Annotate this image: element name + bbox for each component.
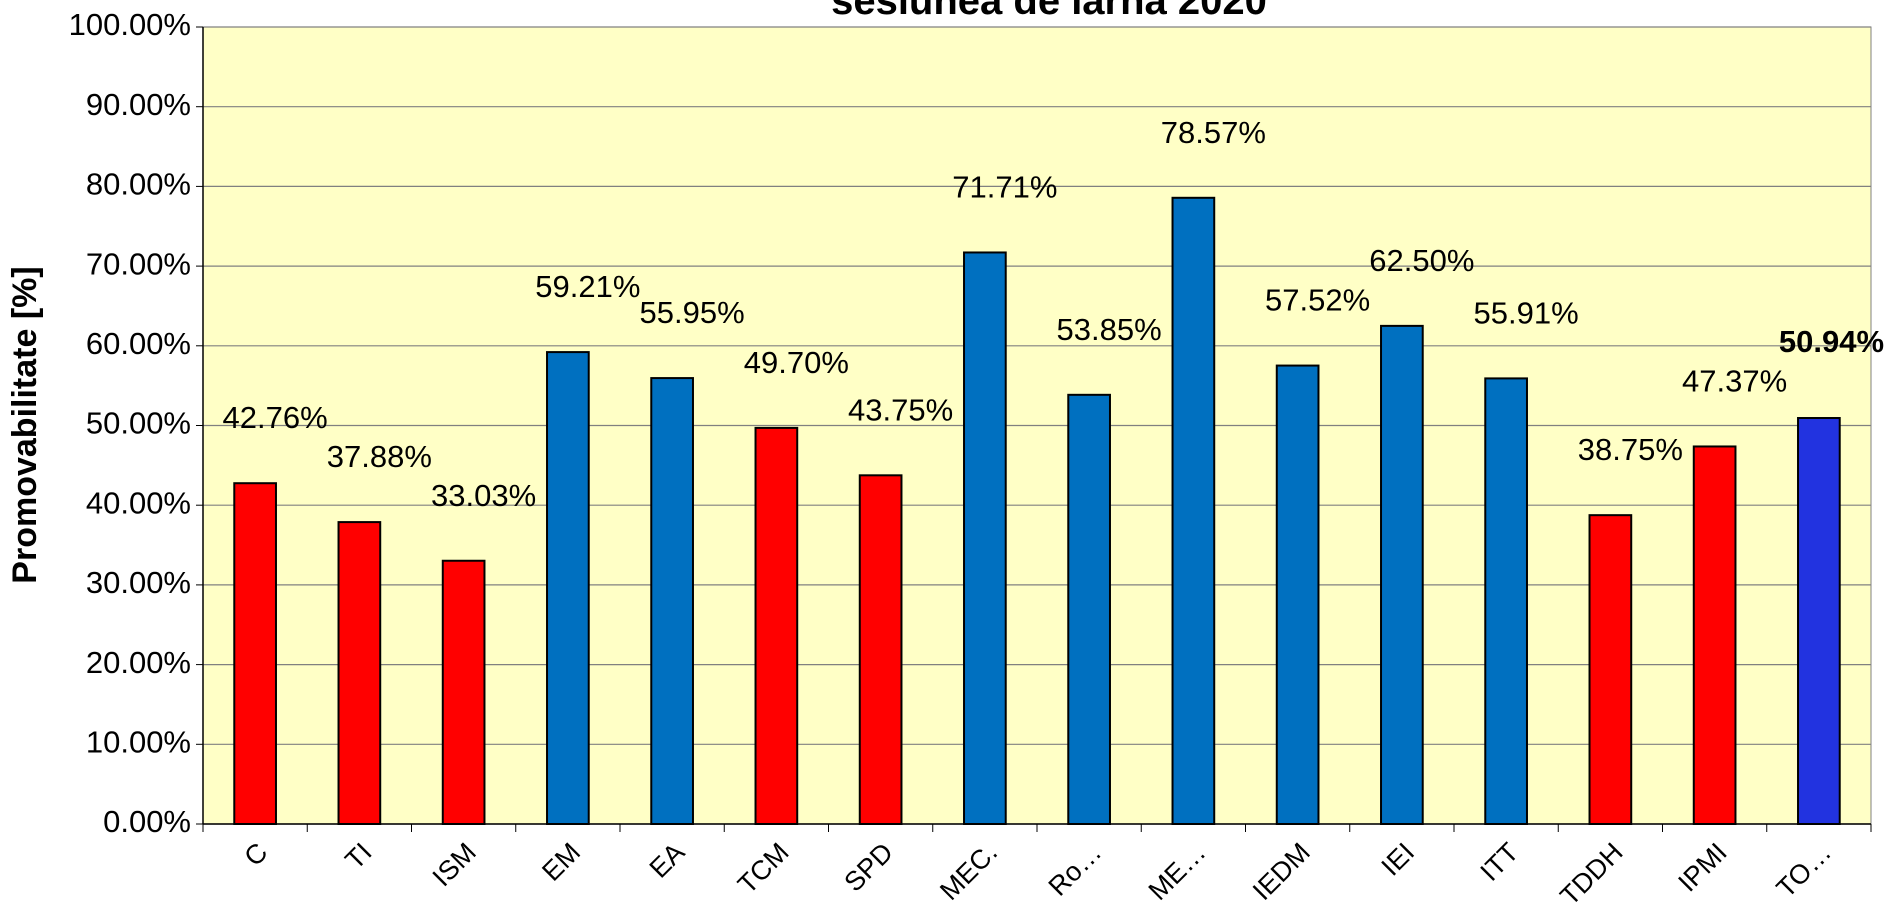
y-tick-label: 50.00% — [86, 406, 191, 441]
value-label: 42.76% — [223, 400, 328, 435]
x-tick-label: IEDM — [1247, 837, 1316, 906]
value-label: 38.75% — [1578, 432, 1683, 467]
bar — [441, 559, 486, 826]
y-axis-label: Promovabilitate [%] — [6, 266, 44, 583]
bar — [754, 426, 799, 825]
x-tick-label: MEC. — [934, 837, 1003, 906]
value-label: 50.94% — [1779, 324, 1884, 359]
y-tick-label: 0.00% — [103, 804, 191, 839]
y-tick-label: 20.00% — [86, 645, 191, 680]
bar — [650, 377, 694, 825]
x-tick-label: IEI — [1376, 837, 1421, 882]
x-tick-label: TO… — [1771, 837, 1837, 903]
bar — [1484, 377, 1528, 825]
x-tick-label: EM — [536, 837, 586, 887]
x-tick-label: C — [238, 837, 273, 872]
value-label: 59.21% — [535, 269, 640, 304]
bar — [337, 521, 382, 825]
bar — [233, 482, 277, 825]
y-tick-label: 80.00% — [86, 167, 191, 202]
x-tick-label: TCM — [732, 837, 795, 900]
x-tick-label: IPMI — [1672, 837, 1732, 897]
value-label: 62.50% — [1369, 243, 1474, 278]
value-label: 53.85% — [1057, 312, 1162, 347]
x-tick-label: SPD — [838, 837, 898, 897]
chart-title: sesiunea de iarna 2020 — [831, 0, 1267, 23]
bar — [1588, 514, 1633, 825]
x-tick-label: EA — [644, 837, 691, 884]
bar — [1692, 445, 1737, 825]
value-label: 55.95% — [640, 295, 745, 330]
value-label: 43.75% — [848, 392, 953, 427]
bar — [1067, 393, 1111, 825]
y-tick-label: 90.00% — [86, 87, 191, 122]
bar — [1171, 196, 1216, 825]
value-label: 49.70% — [744, 345, 849, 380]
value-label: 37.88% — [327, 439, 432, 474]
x-tick-label: TI — [339, 837, 377, 875]
y-tick-label: 70.00% — [86, 246, 191, 281]
x-tick-label: Ro… — [1043, 837, 1108, 902]
bar — [546, 351, 590, 825]
value-label: 71.71% — [952, 169, 1057, 204]
y-tick-label: 30.00% — [86, 565, 191, 600]
bar — [963, 251, 1007, 825]
y-tick-label: 100.00% — [69, 7, 191, 42]
bar — [1797, 417, 1841, 825]
bar — [858, 474, 903, 825]
value-label: 78.57% — [1161, 115, 1266, 150]
x-tick-label: ME… — [1143, 837, 1212, 906]
value-label: 47.37% — [1682, 363, 1787, 398]
bar — [1380, 324, 1424, 825]
value-label: 55.91% — [1474, 295, 1579, 330]
x-tick-label: TDDH — [1554, 837, 1628, 911]
y-tick-label: 60.00% — [86, 326, 191, 361]
y-tick-label: 40.00% — [86, 485, 191, 520]
bar — [1275, 364, 1320, 825]
x-tick-label: ITT — [1475, 837, 1525, 887]
value-label: 57.52% — [1265, 283, 1370, 318]
x-tick-label: ISM — [427, 837, 482, 892]
y-tick-label: 10.00% — [86, 724, 191, 759]
value-label: 33.03% — [431, 478, 536, 513]
